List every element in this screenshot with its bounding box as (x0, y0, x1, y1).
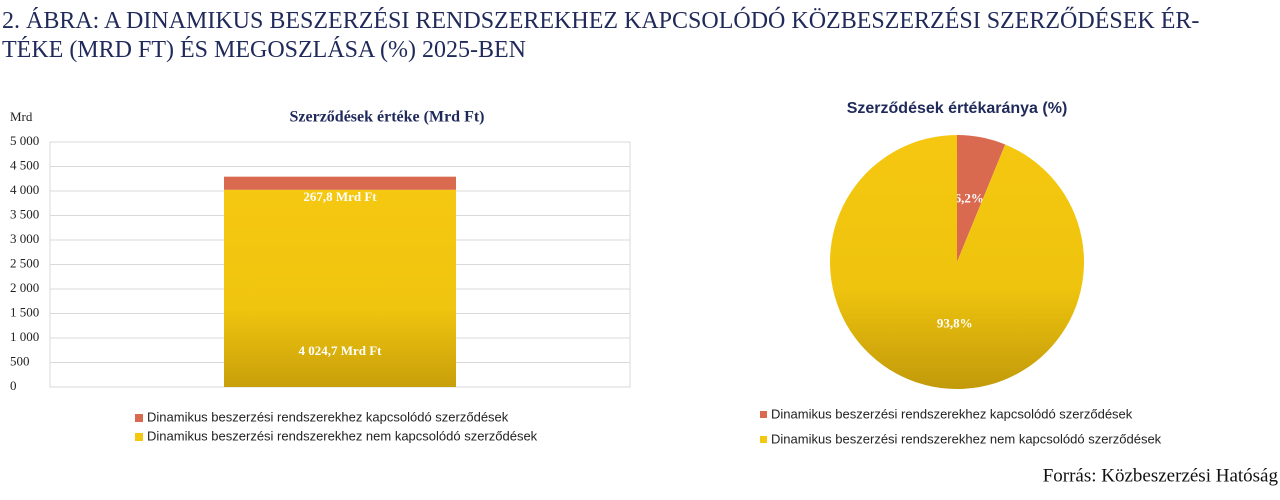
data-label: 6,2% (955, 191, 984, 206)
legend-swatch (760, 436, 767, 443)
bar-chart-title: Szerződések értéke (Mrd Ft) (289, 109, 484, 126)
y-tick-label: 2 000 (10, 280, 39, 295)
bar-segment (224, 176, 456, 190)
y-tick-label: 4 000 (10, 182, 39, 197)
data-label: 267,8 Mrd Ft (303, 189, 377, 204)
legend-label: Dinamikus beszerzési rendszerekhez kapcs… (147, 409, 509, 424)
pie-chart-title: Szerződések értékaránya (%) (847, 100, 1068, 117)
legend-label: Dinamikus beszerzési rendszerekhez nem k… (771, 431, 1162, 446)
bar-segment (224, 189, 456, 387)
pie-slice (957, 135, 1006, 262)
y-tick-label: 5 000 (10, 133, 39, 148)
page-title: 2. ÁBRA: A DINAMIKUS BESZERZÉSI RENDSZER… (2, 7, 1199, 63)
legend-swatch (760, 411, 767, 418)
y-tick-label: 3 500 (10, 206, 39, 221)
y-tick-label: 500 (10, 353, 30, 368)
y-tick-label: 0 (10, 378, 17, 393)
legend-label: Dinamikus beszerzési rendszerekhez nem k… (147, 428, 538, 443)
data-label: 93,8% (937, 315, 973, 330)
y-tick-label: 3 000 (10, 231, 39, 246)
legend-label: Dinamikus beszerzési rendszerekhez kapcs… (771, 406, 1133, 421)
y-tick-label: 1 000 (10, 329, 39, 344)
y-tick-label: 2 500 (10, 255, 39, 270)
source: Forrás: Közbeszerzési Hatóság (1043, 465, 1279, 486)
y-axis-title: Mrd (10, 109, 33, 124)
pie-slice (830, 135, 1084, 389)
legend-swatch (135, 433, 143, 441)
y-tick-label: 1 500 (10, 304, 39, 319)
legend-swatch (135, 414, 143, 422)
y-tick-label: 4 500 (10, 157, 39, 172)
data-label: 4 024,7 Mrd Ft (298, 343, 382, 358)
